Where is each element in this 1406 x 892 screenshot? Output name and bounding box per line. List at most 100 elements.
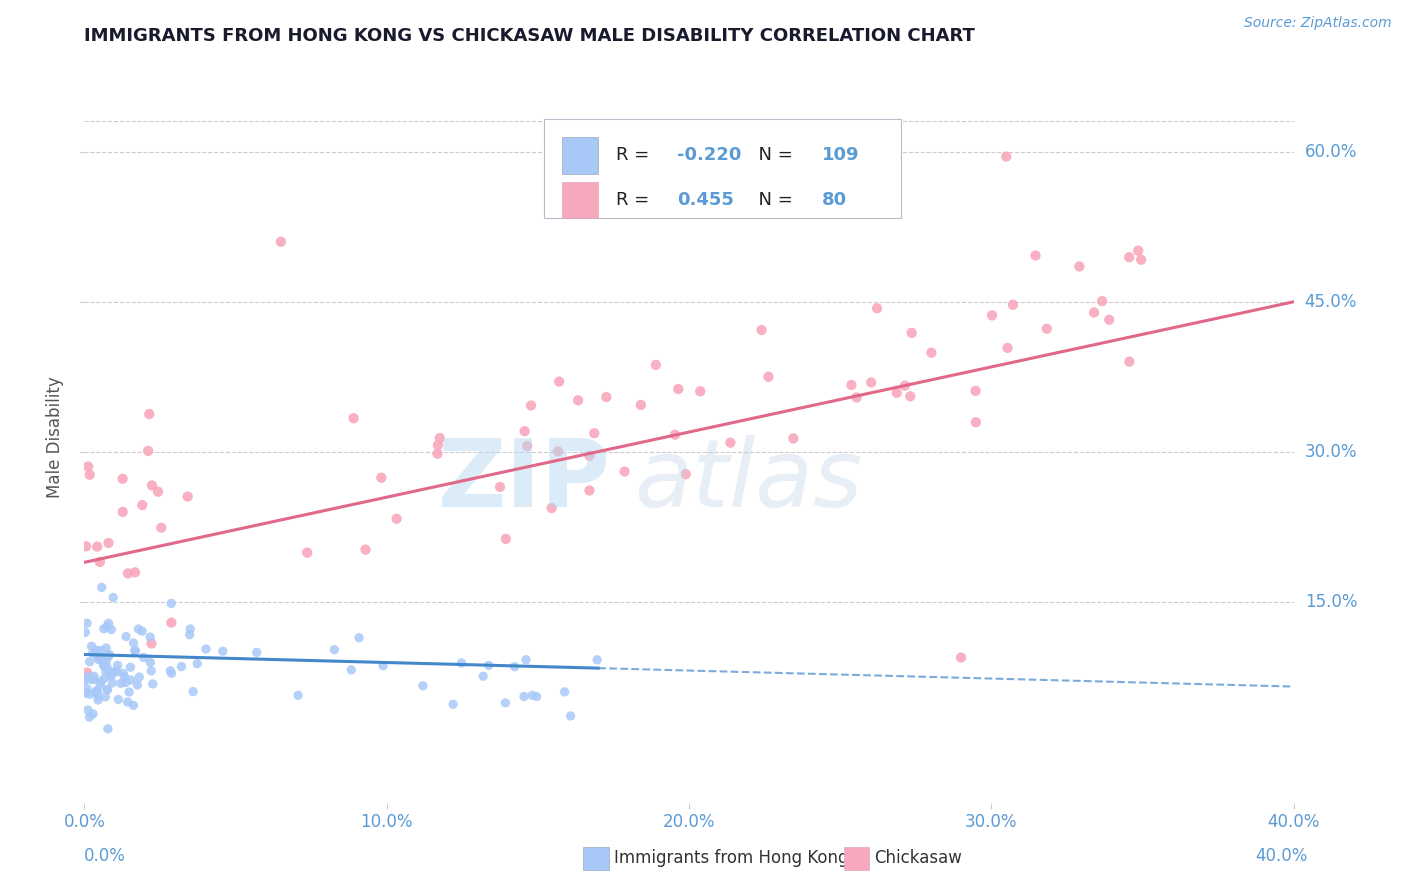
Point (111, 472, 134, 486)
Point (118, 685, 141, 699)
Point (666, 382, 689, 396)
Point (547, 444, 569, 458)
Point (578, 483, 600, 498)
Y-axis label: Male Disability: Male Disability (46, 376, 65, 498)
Point (83, 673, 105, 687)
Point (76, 703, 98, 717)
Point (76, 616, 98, 631)
Point (93, 622, 115, 636)
Point (554, 685, 576, 699)
Point (950, 650, 973, 665)
Bar (562, 137, 599, 174)
Text: 0.0%: 0.0% (84, 847, 127, 864)
Point (586, 653, 609, 667)
Point (630, 398, 652, 412)
Text: 30.0%: 30.0% (1305, 443, 1357, 461)
Point (495, 532, 517, 546)
Point (347, 631, 370, 645)
Point (76, 665, 98, 680)
Point (131, 624, 153, 639)
Text: IMMIGRANTS FROM HONG KONG VS CHICKASAW MALE DISABILITY CORRELATION CHART: IMMIGRANTS FROM HONG KONG VS CHICKASAW M… (84, 27, 976, 45)
Point (583, 426, 606, 441)
Point (160, 666, 183, 681)
Point (494, 696, 516, 710)
Point (981, 309, 1004, 323)
Point (540, 500, 562, 515)
Point (87, 689, 110, 703)
Point (100, 623, 122, 637)
Point (1001, 298, 1024, 312)
Point (1118, 250, 1140, 264)
Point (718, 435, 741, 450)
Point (87, 693, 110, 707)
Point (782, 432, 804, 446)
Point (94, 665, 117, 679)
Point (578, 449, 600, 463)
Point (513, 424, 536, 438)
Point (79, 655, 101, 669)
Point (93, 658, 115, 673)
Point (86, 540, 108, 554)
Point (522, 689, 544, 703)
Point (120, 660, 142, 674)
Point (751, 323, 773, 337)
Point (141, 664, 163, 678)
Text: 15.0%: 15.0% (1305, 593, 1357, 611)
Point (76, 670, 98, 684)
Point (114, 675, 136, 690)
Point (441, 697, 464, 711)
Point (96, 660, 118, 674)
Point (179, 628, 201, 642)
Point (96, 682, 118, 697)
Point (179, 622, 201, 636)
Point (783, 189, 806, 203)
Point (112, 666, 135, 681)
Point (79, 687, 101, 701)
Point (75, 625, 97, 640)
Text: 60.0%: 60.0% (1305, 143, 1357, 161)
Point (139, 630, 162, 644)
Point (866, 301, 889, 316)
Point (89, 648, 111, 663)
Point (114, 670, 136, 684)
Point (101, 676, 124, 690)
Point (295, 546, 318, 560)
Point (450, 656, 472, 670)
Point (127, 678, 149, 692)
Point (894, 378, 917, 392)
Point (503, 659, 526, 673)
Point (841, 378, 863, 392)
Point (105, 665, 128, 679)
Point (342, 411, 364, 425)
Point (515, 653, 537, 667)
Point (124, 644, 146, 658)
Point (385, 512, 408, 526)
Point (120, 673, 142, 687)
Point (117, 566, 139, 581)
Point (107, 658, 129, 673)
Point (340, 663, 363, 677)
Point (142, 677, 165, 691)
Text: 80: 80 (823, 191, 846, 209)
Point (75, 686, 97, 700)
Point (90, 643, 112, 657)
Point (520, 399, 543, 413)
FancyBboxPatch shape (544, 119, 901, 218)
Point (96, 620, 118, 634)
Point (1069, 260, 1091, 274)
Point (84, 643, 107, 657)
Point (93, 658, 115, 673)
Point (89, 678, 111, 692)
Point (77, 459, 100, 474)
Text: Immigrants from Hong Kong: Immigrants from Hong Kong (614, 849, 849, 867)
Point (122, 698, 145, 713)
Point (1098, 312, 1121, 326)
Point (595, 390, 617, 404)
Point (170, 659, 193, 673)
Point (371, 658, 394, 673)
Text: ZIP: ZIP (437, 435, 610, 527)
Point (98, 648, 121, 662)
Point (86, 685, 108, 699)
Point (122, 636, 145, 650)
Point (845, 391, 868, 405)
